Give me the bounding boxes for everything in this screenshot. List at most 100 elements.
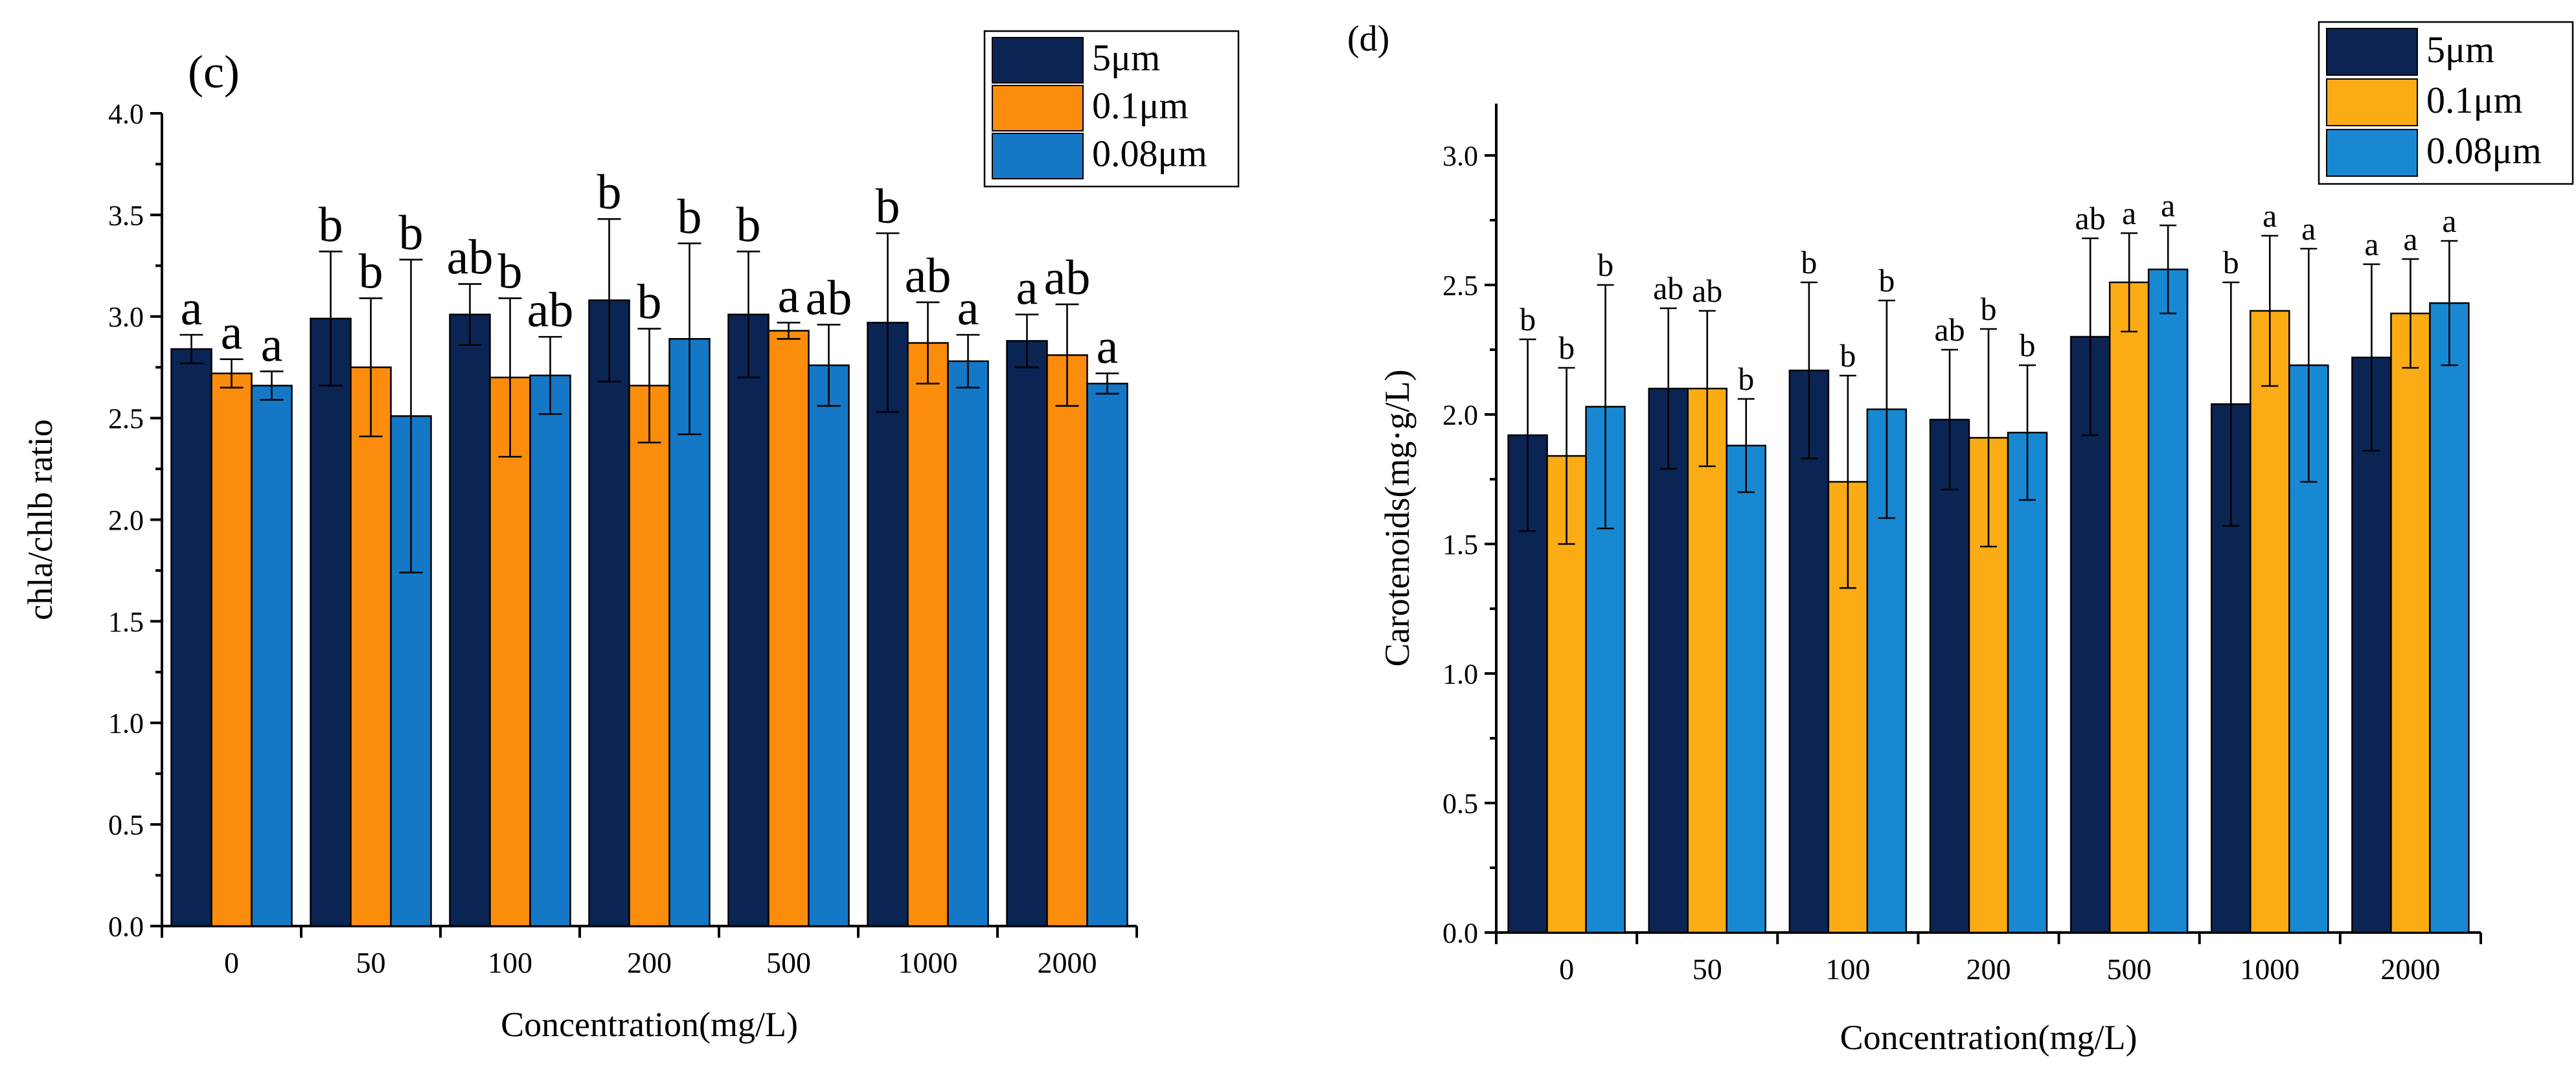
legend-swatch [2326, 129, 2418, 177]
significance-letter: a [1097, 320, 1119, 374]
significance-letter: b [1981, 291, 1997, 327]
bar [2250, 310, 2290, 934]
bar [1648, 387, 1689, 934]
significance-letter: b [637, 275, 662, 330]
bar [1006, 340, 1048, 927]
significance-letter: b [1520, 301, 1536, 337]
y-tick-label: 1.5 [108, 606, 144, 638]
significance-letter: a [221, 306, 243, 360]
bar [2108, 281, 2150, 934]
significance-letter: a [2122, 195, 2136, 231]
significance-letter: a [2301, 210, 2316, 247]
bar [1046, 354, 1088, 927]
bar [2147, 268, 2189, 934]
significance-letter: b [1558, 330, 1575, 366]
significance-letter: a [1016, 261, 1038, 315]
y-tick-label: 3.5 [108, 199, 144, 231]
significance-letter: a [2161, 187, 2175, 223]
y-tick-label: 0.5 [108, 809, 144, 841]
y-tick-label: 0.5 [1442, 787, 1478, 819]
legend-label: 5μm [2426, 28, 2494, 71]
x-tick-label: 500 [766, 946, 811, 979]
legend-label: 0.08μm [1092, 132, 1207, 174]
significance-letter: b [1801, 244, 1817, 280]
significance-letter: a [2442, 203, 2456, 239]
y-tick-label: 2.0 [108, 504, 144, 536]
bar [2429, 302, 2470, 934]
legend: 5μm 0.1μm 0.08μm [983, 30, 1240, 188]
bar [170, 348, 212, 927]
y-tick-label: 0.0 [1442, 917, 1478, 949]
legend-swatch [992, 133, 1084, 179]
panel-label: (c) [188, 46, 240, 98]
bar [2390, 312, 2431, 934]
y-tick-label: 2.5 [1442, 269, 1478, 301]
y-tick-label: 2.5 [108, 403, 144, 435]
x-tick-label: 1000 [898, 946, 958, 979]
significance-letter: a [2403, 221, 2417, 257]
y-tick-label: 2.0 [1442, 399, 1478, 431]
bar [588, 299, 630, 927]
significance-letter: b [597, 165, 622, 220]
significance-letter: ab [447, 231, 494, 285]
x-tick-label: 500 [2107, 953, 2152, 986]
significance-letter: b [498, 245, 523, 299]
legend-swatch [992, 85, 1084, 131]
x-tick-label: 100 [1825, 953, 1870, 986]
bar [1687, 387, 1727, 934]
bar [768, 330, 810, 927]
x-tick-label: 50 [1693, 953, 1722, 986]
legend-label: 5μm [1092, 36, 1160, 78]
bar [2069, 335, 2111, 934]
legend-swatch [2326, 28, 2418, 76]
bar [449, 313, 491, 927]
legend-swatch [2326, 78, 2418, 126]
x-tick-label: 1000 [2240, 953, 2299, 986]
x-tick-label: 2000 [2380, 953, 2440, 986]
bar [489, 376, 531, 927]
y-tick-label: 4.0 [108, 98, 144, 130]
x-tick-label: 200 [1966, 953, 2011, 986]
significance-letter: b [2020, 327, 2036, 363]
y-axis-label: Carotenoids(mg·g/L) [1378, 370, 1417, 667]
significance-letter: ab [1934, 311, 1965, 348]
significance-letter: b [736, 198, 761, 252]
bar [907, 342, 949, 927]
y-tick-label: 1.0 [1442, 658, 1478, 690]
bar [727, 313, 769, 927]
bar [1086, 383, 1128, 927]
significance-letter: ab [1044, 251, 1091, 305]
significance-letter: ab [806, 271, 852, 325]
x-tick-label: 0 [224, 946, 239, 979]
bar [2007, 431, 2048, 934]
significance-letter: a [181, 281, 203, 335]
y-axis-label: chla/chlb ratio [21, 419, 60, 620]
significance-letter: b [1840, 337, 1856, 374]
significance-letter: b [1878, 262, 1895, 299]
bar [668, 338, 711, 927]
chart-panel-c: 0.0 0.5 1.0 1.5 2.0 2.5 3.0 3.5 4.0 0 50 100 200 500 1… [21, 30, 1240, 1044]
x-tick-label: 0 [1559, 953, 1574, 986]
y-tick-label: 1.0 [108, 708, 144, 740]
significance-letter: b [399, 206, 424, 260]
bar [867, 321, 909, 927]
significance-letter: ab [905, 249, 952, 303]
significance-letter: b [876, 179, 900, 234]
bar [808, 364, 850, 927]
x-axis-label: Concentration(mg/L) [501, 1005, 798, 1044]
legend: 5μm 0.1μm 0.08μm [2318, 21, 2574, 185]
y-tick-label: 3.0 [108, 301, 144, 333]
legend-label: 0.1μm [1092, 84, 1189, 126]
significance-letter: a [2263, 198, 2277, 234]
significance-letter: b [1738, 361, 1754, 397]
bar [628, 385, 670, 927]
y-tick-label: 1.5 [1442, 528, 1478, 560]
bar [211, 372, 253, 927]
y-tick-label: 3.0 [1442, 140, 1478, 172]
legend-label: 0.1μm [2426, 79, 2523, 121]
legend-swatch [992, 37, 1084, 84]
x-tick-label: 200 [627, 946, 672, 979]
significance-letter: b [1597, 247, 1613, 283]
bar [1726, 444, 1766, 934]
significance-letter: b [319, 198, 343, 252]
